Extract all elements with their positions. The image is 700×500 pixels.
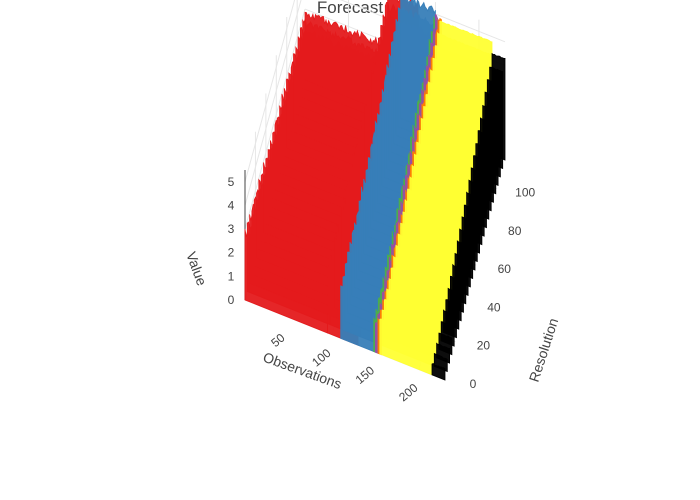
chart-title: Forecast — [317, 0, 383, 17]
z-tick-label: 1 — [228, 269, 235, 283]
surface-band-6 — [379, 20, 493, 376]
surface-band-0 — [244, 11, 389, 334]
surface-band-7 — [431, 52, 506, 381]
grid-line — [244, 0, 302, 206]
grid-line — [244, 8, 306, 230]
x-tick-label: 200 — [396, 380, 421, 404]
y-axis-title: Resolution — [526, 316, 562, 384]
surface-ribbon — [491, 52, 506, 161]
z-tick-label: 4 — [228, 198, 235, 212]
y-tick-label: 60 — [498, 262, 512, 276]
y-tick-label: 100 — [515, 186, 535, 200]
x-tick-label: 50 — [268, 330, 287, 350]
z-axis-title: Value — [183, 250, 210, 288]
z-tick-label: 3 — [228, 222, 235, 236]
surface-ribbon — [304, 11, 389, 114]
surface-bands — [244, 0, 506, 381]
z-tick-label: 2 — [228, 246, 235, 260]
z-tick-label: 5 — [228, 175, 235, 189]
surface-ribbon — [439, 20, 493, 156]
x-tick-label: 150 — [353, 363, 378, 387]
y-tick-label: 20 — [477, 339, 491, 353]
y-tick-label: 80 — [508, 224, 522, 238]
z-tick-label: 0 — [228, 293, 235, 307]
y-tick-label: 40 — [487, 300, 501, 314]
grid-line — [244, 0, 296, 182]
y-tick-label: 0 — [470, 377, 477, 391]
